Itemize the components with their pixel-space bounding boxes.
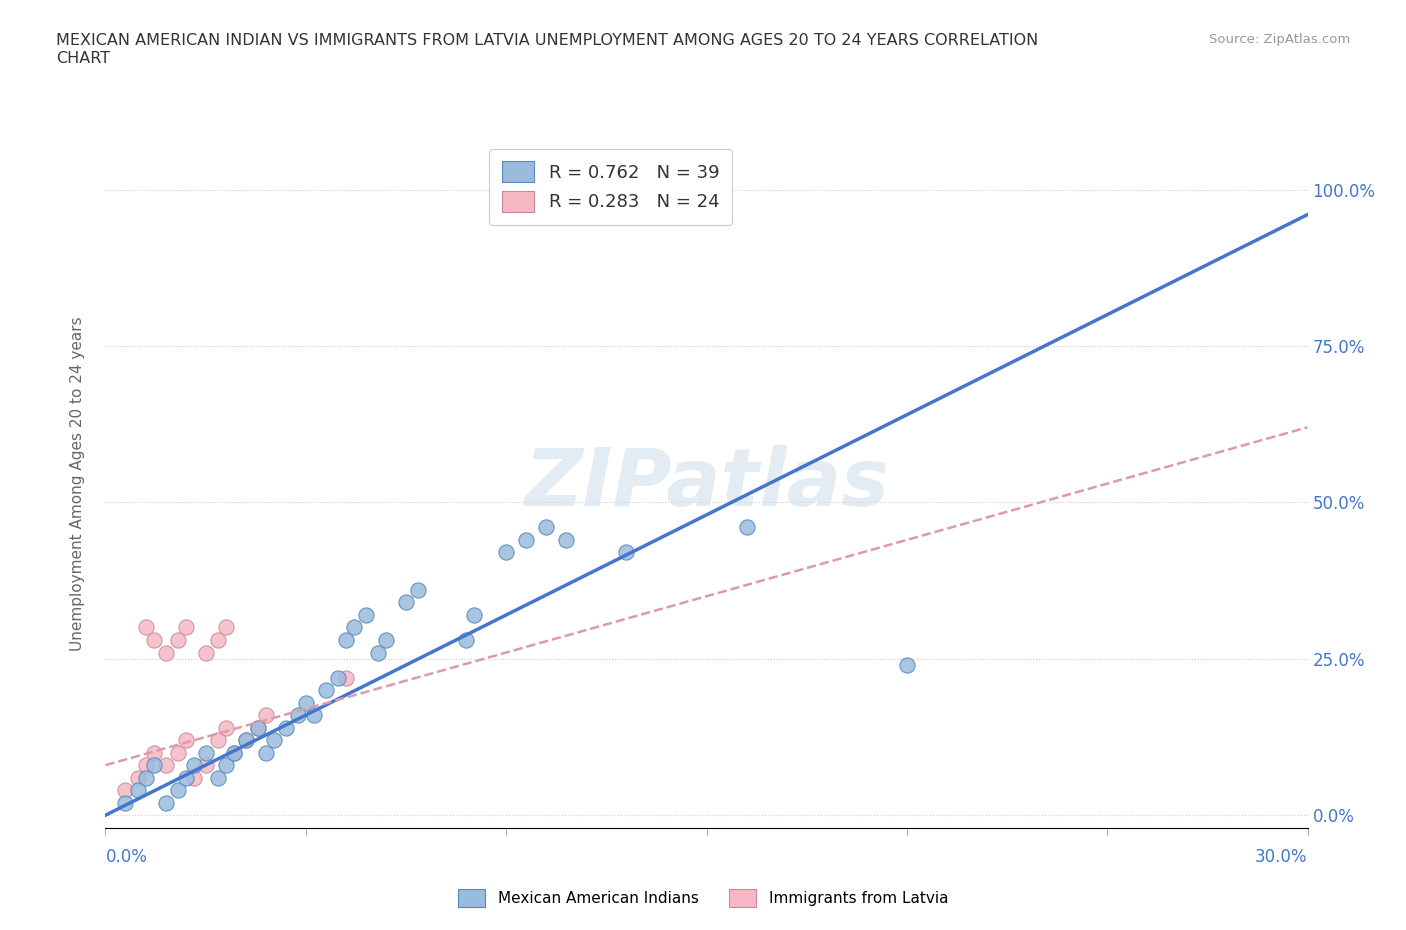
Point <box>214 758 236 773</box>
Point <box>214 720 236 735</box>
Point <box>326 671 349 685</box>
Point <box>155 645 177 660</box>
Point <box>235 733 257 748</box>
Point <box>367 645 389 660</box>
Point <box>495 545 517 560</box>
Point <box>254 745 277 760</box>
Point <box>166 783 188 798</box>
Point <box>183 770 205 785</box>
Point <box>274 720 297 735</box>
Point <box>315 683 337 698</box>
Point <box>194 758 217 773</box>
Point <box>534 520 557 535</box>
Point <box>114 783 136 798</box>
Point <box>406 582 429 597</box>
Point <box>207 632 229 647</box>
Y-axis label: Unemployment Among Ages 20 to 24 years: Unemployment Among Ages 20 to 24 years <box>70 316 84 651</box>
Point <box>207 733 229 748</box>
Point <box>343 620 366 635</box>
Text: 30.0%: 30.0% <box>1256 848 1308 866</box>
Point <box>135 770 157 785</box>
Point <box>222 745 245 760</box>
Point <box>395 595 418 610</box>
Point <box>235 733 257 748</box>
Point <box>222 745 245 760</box>
Point <box>166 745 188 760</box>
Point <box>214 620 236 635</box>
Point <box>135 758 157 773</box>
Point <box>335 671 357 685</box>
Point <box>142 758 165 773</box>
Point <box>555 533 578 548</box>
Point <box>207 770 229 785</box>
Point <box>616 545 638 560</box>
Point <box>142 632 165 647</box>
Point <box>114 795 136 810</box>
Text: CHART: CHART <box>56 51 110 66</box>
Point <box>194 645 217 660</box>
Point <box>142 745 165 760</box>
Point <box>374 632 398 647</box>
Point <box>735 520 758 535</box>
Text: Source: ZipAtlas.com: Source: ZipAtlas.com <box>1209 33 1350 46</box>
Point <box>127 783 149 798</box>
Point <box>246 720 269 735</box>
Point <box>174 733 197 748</box>
Point <box>463 607 485 622</box>
Point <box>194 745 217 760</box>
Point <box>295 695 318 710</box>
Text: ZIPatlas: ZIPatlas <box>524 445 889 523</box>
Point <box>174 770 197 785</box>
Point <box>515 533 537 548</box>
Point <box>302 708 325 723</box>
Point <box>155 795 177 810</box>
Point <box>254 708 277 723</box>
Point <box>246 720 269 735</box>
Point <box>287 708 309 723</box>
Point <box>166 632 188 647</box>
Text: MEXICAN AMERICAN INDIAN VS IMMIGRANTS FROM LATVIA UNEMPLOYMENT AMONG AGES 20 TO : MEXICAN AMERICAN INDIAN VS IMMIGRANTS FR… <box>56 33 1039 47</box>
Point <box>127 770 149 785</box>
Point <box>183 758 205 773</box>
Text: 0.0%: 0.0% <box>105 848 148 866</box>
Point <box>896 658 918 672</box>
Point <box>174 620 197 635</box>
Point <box>155 758 177 773</box>
Point <box>454 632 477 647</box>
Point <box>135 620 157 635</box>
Legend: Mexican American Indians, Immigrants from Latvia: Mexican American Indians, Immigrants fro… <box>451 884 955 913</box>
Point <box>354 607 377 622</box>
Point <box>335 632 357 647</box>
Point <box>263 733 285 748</box>
Legend: R = 0.762   N = 39, R = 0.283   N = 24: R = 0.762 N = 39, R = 0.283 N = 24 <box>489 149 731 224</box>
